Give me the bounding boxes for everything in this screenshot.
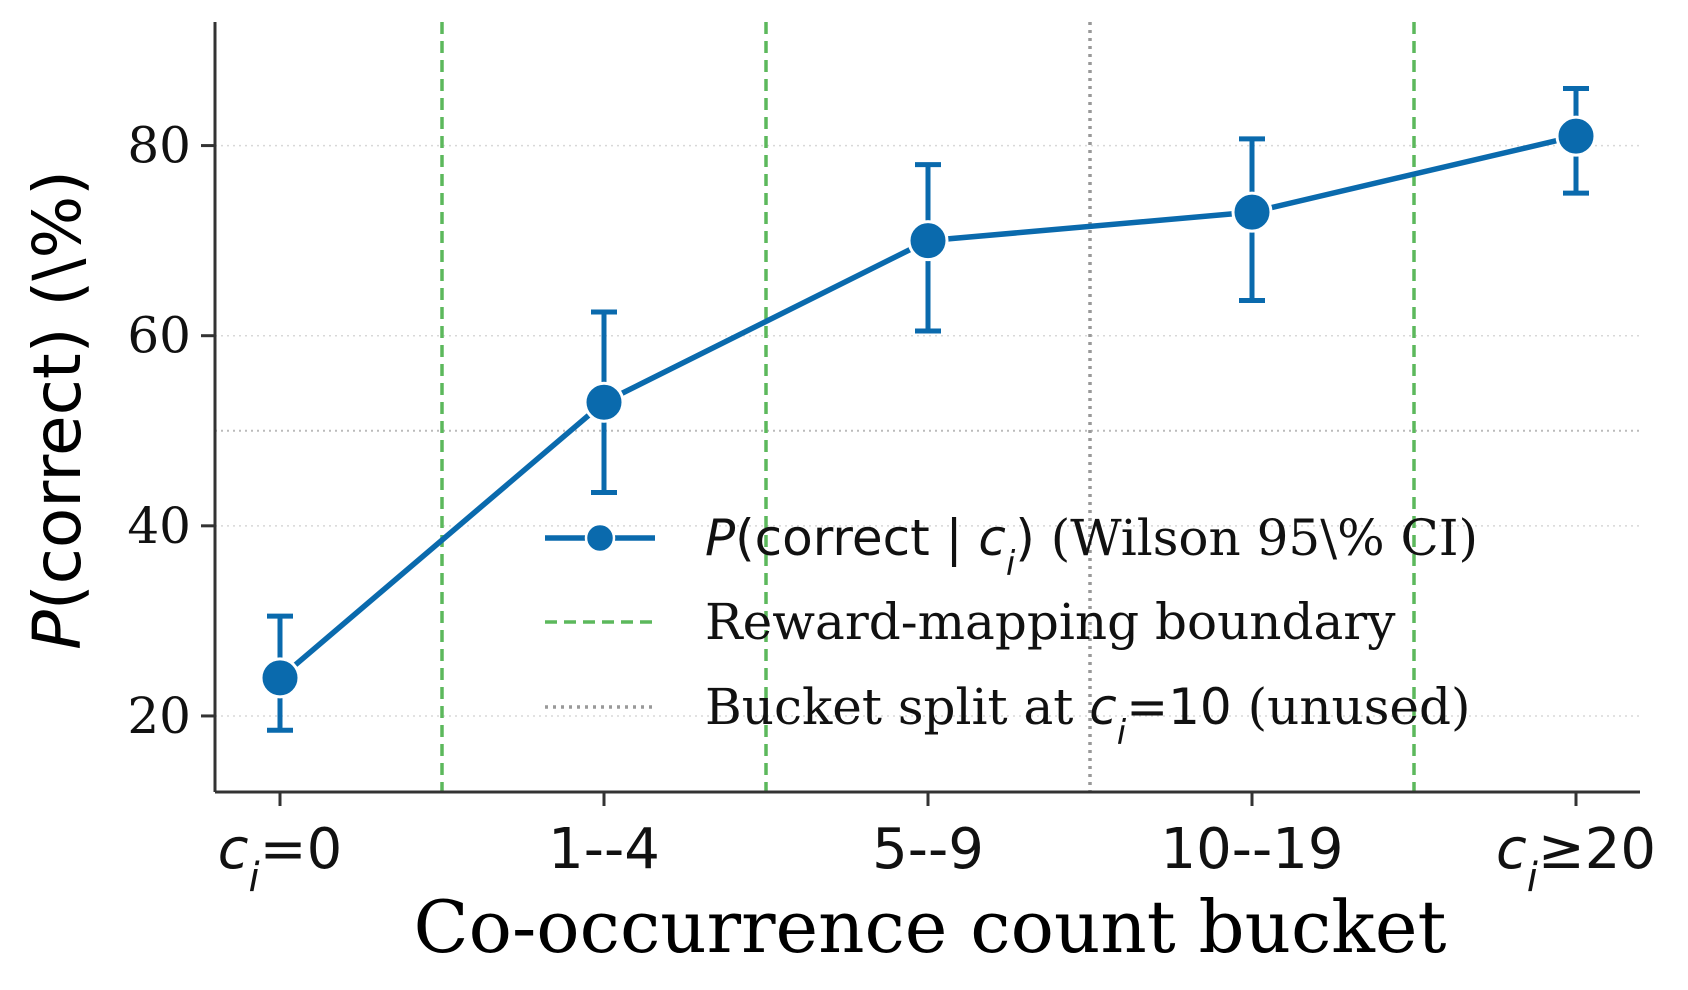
x-tick-label: 1--4 <box>548 817 660 882</box>
y-tick-label: 60 <box>127 307 191 365</box>
label-part: Bucket split at <box>705 678 1089 736</box>
label-part: i <box>1117 713 1127 753</box>
data-point <box>1555 115 1597 157</box>
label-part: i <box>1527 855 1538 901</box>
data-point <box>907 220 949 262</box>
label-part: 5--9 <box>872 817 984 882</box>
legend-label: P(correct | ci) (Wilson 95\% CI) <box>705 509 1478 584</box>
x-tick-label: 5--9 <box>872 817 984 882</box>
label-part: c <box>978 509 1006 567</box>
y-tick-label: 20 <box>127 687 191 745</box>
label-part: 10--19 <box>1161 817 1344 882</box>
legend-label: Bucket split at ci=10 (unused) <box>705 678 1471 753</box>
x-axis-title: Co-occurrence count bucket <box>414 885 1447 969</box>
label-part: i <box>249 855 260 901</box>
label-part: c <box>1496 817 1527 882</box>
label-part: =0 <box>260 817 343 882</box>
x-tick-label: ci≥20 <box>1496 817 1656 901</box>
legend-label: Reward-mapping boundary <box>705 593 1396 651</box>
label-part: ) <box>1015 509 1035 567</box>
label-part: P <box>705 509 736 567</box>
x-tick-label: 10--19 <box>1161 817 1344 882</box>
label-part: (unused) <box>1232 678 1471 736</box>
label-part: c <box>218 817 249 882</box>
data-point <box>1231 191 1273 233</box>
y-tick-label: 40 <box>127 497 191 555</box>
label-part: (correct | <box>735 509 978 567</box>
y-tick-label: 80 <box>127 117 191 175</box>
legend: P(correct | ci) (Wilson 95\% CI)Reward-m… <box>545 509 1478 753</box>
label-part: Reward-mapping boundary <box>705 593 1396 651</box>
y-axis-title-part: P <box>19 610 96 650</box>
data-point <box>259 657 301 699</box>
data-point <box>583 381 625 423</box>
label-part: 1--4 <box>548 817 660 882</box>
label-part: c <box>1089 678 1117 736</box>
y-axis-title-part: (correct) (\%) <box>19 170 96 610</box>
label-part: (Wilson 95\% CI) <box>1035 509 1478 567</box>
axes <box>201 22 1640 806</box>
y-axis-title: P(correct) (\%) <box>19 170 96 650</box>
label-part: =10 <box>1126 678 1232 736</box>
series-layer <box>259 86 1597 733</box>
label-part: i <box>1006 544 1016 584</box>
reference-lines <box>215 22 1640 792</box>
legend-marker-series <box>584 522 616 554</box>
label-part: ≥20 <box>1538 817 1656 882</box>
x-tick-label: ci=0 <box>218 817 342 901</box>
